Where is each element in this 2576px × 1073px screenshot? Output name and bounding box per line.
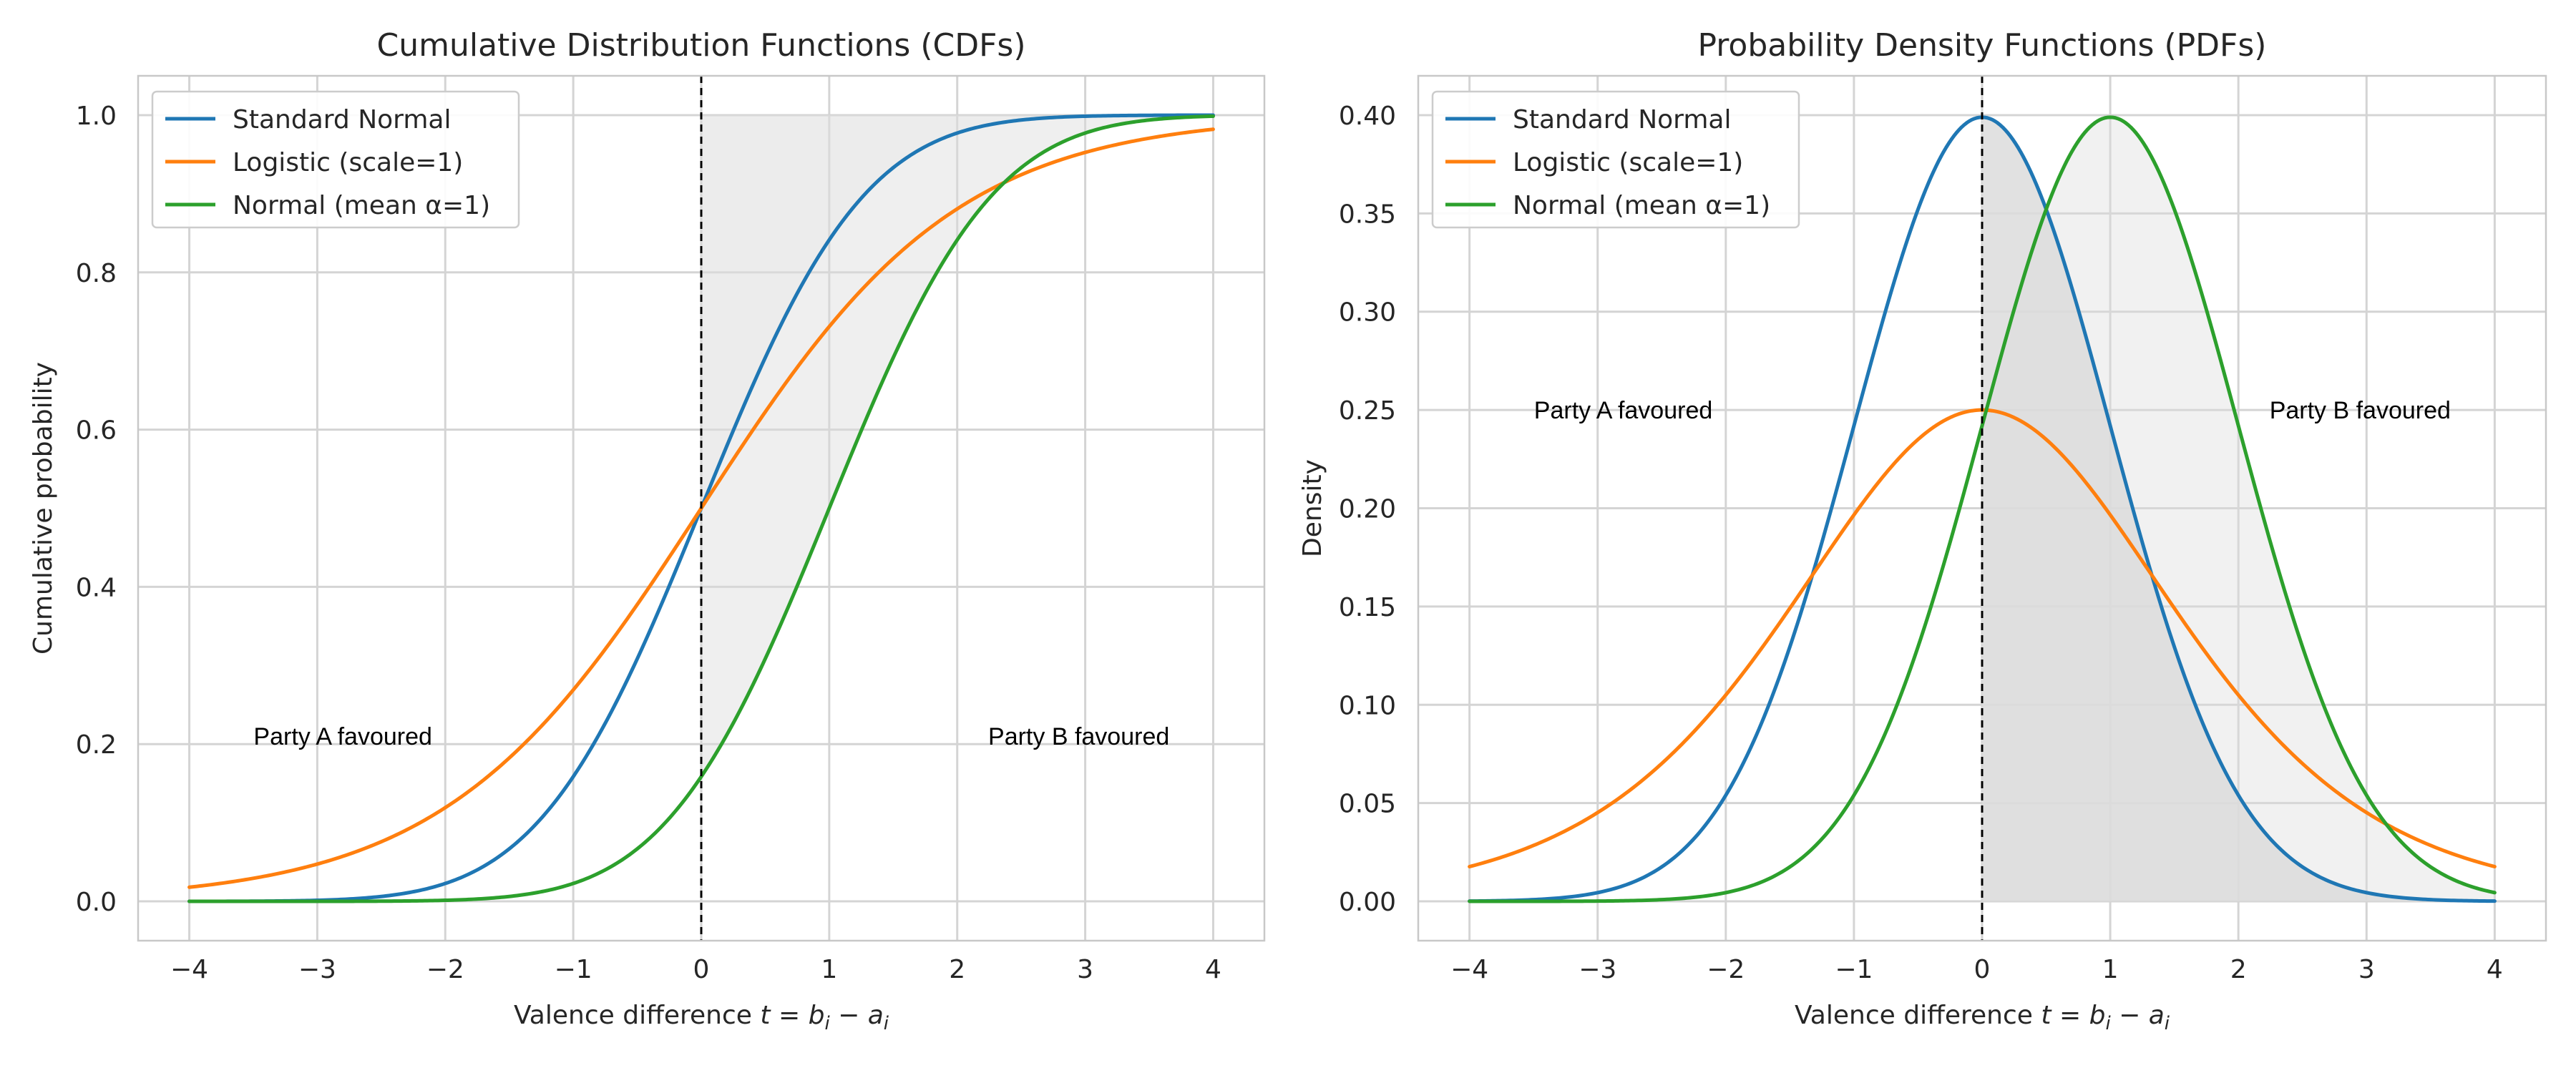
cdf-x-tick-label: 1	[821, 955, 837, 984]
pdf-x-tick-label: −1	[1835, 955, 1873, 984]
pdf-y-tick-label: 0.25	[1339, 396, 1396, 426]
pdf-y-tick-label: 0.15	[1339, 593, 1396, 622]
cdf-legend-box	[151, 90, 520, 229]
cdf-shaded-region-2	[701, 114, 1214, 777]
cdf-y-tick-label: 0.2	[76, 730, 117, 760]
cdf-axes-frame	[137, 74, 1266, 942]
pdf-x-tick-label: −4	[1450, 955, 1488, 984]
pdf-axes-frame	[1417, 74, 2547, 942]
pdf-y-tick-label: 0.30	[1339, 298, 1396, 328]
pdf-legend-entry-normal-mean-1: Normal (mean α=1)	[1513, 191, 1770, 220]
pdf-y-tick-label: 0.35	[1339, 200, 1396, 229]
pdf-y-tick-label: 0.00	[1339, 888, 1396, 917]
cdf-shaded-region-1	[701, 114, 1214, 509]
pdf-shaded-region-1	[1982, 117, 2495, 902]
cdf-y-tick-label: 0.8	[76, 259, 117, 288]
pdf-y-tick-label: 0.10	[1339, 691, 1396, 720]
cdf-line-normal-mean-1	[187, 114, 1215, 903]
pdf-x-axis-label: Valence difference t = bi − ai	[1795, 1001, 2170, 1034]
pdf-shaded-region-2	[1982, 117, 2495, 902]
cdf-x-tick-label: 0	[693, 955, 710, 984]
cdf-x-tick-label: 2	[949, 955, 965, 984]
cdf-x-tick-label: −4	[170, 955, 208, 984]
cdf-y-tick-label: 1.0	[76, 102, 117, 131]
pdf-legend: Standard Normal Logistic (scale=1) Normal …	[1431, 90, 1800, 229]
pdf-chart: −4 −3 −2 −1 0 1 2 3 4 0.00 0.05 0.10 0.15 0.20 0.25 0.3…	[1298, 27, 2547, 1034]
cdf-x-tick-label: 4	[1205, 955, 1221, 984]
pdf-legend-entry-standard-normal: Standard Normal	[1513, 105, 1731, 134]
pdf-y-tick-label: 0.20	[1339, 495, 1396, 524]
cdf-y-axis-label: Cumulative probability	[29, 362, 58, 655]
pdf-annotation-party-b-favoured: Party B favoured	[2270, 397, 2451, 424]
pdf-x-tick-label: 4	[2487, 955, 2503, 984]
cdf-y-tick-label: 0.6	[76, 416, 117, 446]
cdf-x-axis-label: Valence difference t = bi − ai	[514, 1001, 889, 1034]
cdf-legend-entry-logistic-scale-1: Logistic (scale=1)	[233, 148, 463, 177]
pdf-legend-box	[1431, 90, 1800, 229]
pdf-y-tick-label: 0.40	[1339, 102, 1396, 131]
pdf-x-tick-label: 1	[2102, 955, 2119, 984]
cdf-annotation-party-b-favoured: Party B favoured	[988, 723, 1169, 750]
cdf-legend-entry-standard-normal: Standard Normal	[233, 105, 451, 134]
cdf-annotation-party-a-favoured: Party A favoured	[253, 723, 432, 750]
pdf-x-tick-label: 2	[2230, 955, 2247, 984]
pdf-legend-entry-logistic-scale-1: Logistic (scale=1)	[1513, 148, 1743, 177]
pdf-title: Probability Density Functions (PDFs)	[1698, 27, 2267, 64]
pdf-x-tick-label: −3	[1579, 955, 1616, 984]
cdf-x-tick-label: −3	[298, 955, 336, 984]
pdf-x-tick-label: 0	[1974, 955, 1991, 984]
cdf-chart: −4 −3 −2 −1 0 1 2 3 4 0.0 0.2 0.4 0.6 0.8 1.0 Cumulativ…	[29, 27, 1266, 1034]
cdf-legend: Standard Normal Logistic (scale=1) Normal …	[151, 90, 520, 229]
pdf-y-tick-label: 0.05	[1339, 790, 1396, 819]
pdf-x-tick-label: 3	[2358, 955, 2375, 984]
cdf-y-tick-label: 0.4	[76, 573, 117, 602]
cdf-y-tick-label: 0.0	[76, 888, 117, 917]
cdf-x-tick-label: 3	[1077, 955, 1093, 984]
cdf-x-tick-label: −2	[426, 955, 464, 984]
pdf-y-axis-label: Density	[1298, 459, 1327, 557]
pdf-line-normal-mean-1	[1468, 115, 2497, 903]
cdf-legend-entry-normal-mean-1: Normal (mean α=1)	[233, 191, 490, 220]
pdf-x-tick-label: −2	[1707, 955, 1745, 984]
cdf-x-tick-label: −1	[555, 955, 592, 984]
pdf-annotation-party-a-favoured: Party A favoured	[1534, 397, 1713, 424]
cdf-title: Cumulative Distribution Functions (CDFs)	[376, 27, 1025, 64]
